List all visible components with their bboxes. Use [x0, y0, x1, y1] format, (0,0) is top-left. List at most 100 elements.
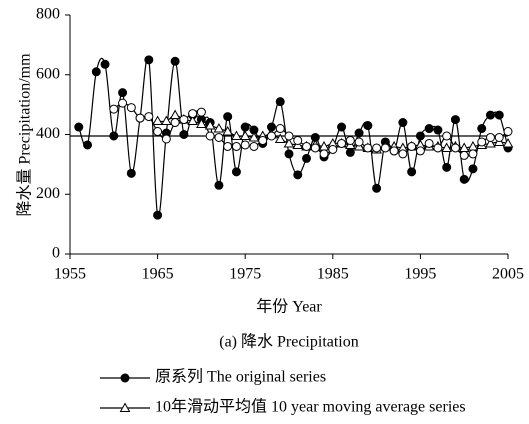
- marker: [459, 174, 469, 184]
- marker: [398, 149, 408, 159]
- marker: [477, 124, 487, 134]
- x-tick-label: 1965: [142, 266, 174, 283]
- marker: [231, 141, 241, 151]
- marker: [118, 98, 128, 108]
- marker: [468, 149, 478, 159]
- marker: [485, 137, 496, 148]
- marker: [188, 109, 198, 119]
- marker: [319, 149, 329, 159]
- x-tick-label: 1995: [404, 266, 436, 283]
- marker: [302, 141, 312, 151]
- marker: [345, 135, 355, 145]
- marker: [485, 110, 495, 120]
- marker: [363, 143, 373, 153]
- legend-label: 10年滑动平均值 10 year moving average series: [155, 398, 466, 416]
- marker: [363, 121, 373, 131]
- marker: [398, 118, 408, 128]
- marker: [83, 140, 93, 150]
- marker: [239, 130, 251, 140]
- marker: [275, 124, 285, 134]
- marker: [494, 132, 504, 142]
- caption: (a) 降水 Precipitation: [219, 333, 359, 351]
- marker: [424, 138, 434, 148]
- marker: [100, 59, 110, 69]
- marker: [442, 162, 452, 172]
- marker: [152, 115, 163, 126]
- marker: [153, 127, 163, 137]
- marker: [223, 112, 233, 122]
- marker: [179, 130, 189, 139]
- marker: [503, 127, 513, 137]
- marker: [161, 134, 171, 144]
- marker: [91, 67, 101, 77]
- marker: [477, 137, 487, 147]
- y-tick-label: 800: [36, 6, 60, 23]
- marker: [389, 146, 399, 156]
- marker: [161, 115, 172, 126]
- marker: [459, 150, 469, 160]
- marker: [433, 125, 443, 135]
- marker: [372, 143, 382, 153]
- marker: [337, 122, 347, 132]
- marker: [407, 167, 417, 177]
- marker: [354, 137, 364, 147]
- marker: [144, 112, 154, 122]
- marker: [214, 180, 224, 190]
- marker: [169, 109, 181, 120]
- x-tick-label: 1985: [317, 266, 349, 283]
- marker: [231, 130, 242, 140]
- y-tick-label: 200: [36, 185, 60, 202]
- x-tick-label: 1955: [54, 266, 86, 283]
- marker: [118, 88, 128, 98]
- marker: [196, 118, 207, 129]
- marker: [415, 131, 425, 141]
- marker: [240, 140, 250, 150]
- x-tick-label: 1975: [229, 266, 261, 283]
- marker: [293, 170, 303, 180]
- marker: [248, 131, 260, 142]
- marker: [223, 141, 233, 151]
- marker: [310, 143, 320, 153]
- marker: [284, 149, 294, 159]
- x-axis-label: 年份 Year: [256, 298, 322, 316]
- marker: [126, 168, 136, 178]
- marker: [249, 141, 259, 151]
- marker: [274, 133, 286, 143]
- marker: [109, 104, 119, 114]
- marker: [293, 135, 303, 145]
- marker: [153, 210, 163, 220]
- marker: [450, 143, 460, 153]
- marker: [354, 128, 364, 138]
- legend-marker: [120, 373, 130, 383]
- marker: [302, 153, 312, 163]
- marker: [214, 132, 224, 142]
- marker: [205, 131, 215, 141]
- legend-marker: [119, 402, 131, 412]
- marker: [494, 110, 504, 120]
- marker: [231, 167, 241, 177]
- marker: [126, 103, 136, 113]
- marker: [433, 143, 443, 153]
- marker: [135, 113, 145, 123]
- marker: [109, 131, 119, 141]
- marker: [415, 146, 425, 156]
- marker: [328, 144, 338, 154]
- marker: [337, 138, 347, 148]
- marker: [284, 131, 294, 141]
- marker: [170, 118, 180, 128]
- marker: [266, 131, 276, 141]
- marker: [380, 143, 390, 153]
- marker: [441, 142, 453, 152]
- y-tick-label: 0: [52, 245, 60, 262]
- marker: [196, 107, 206, 117]
- marker: [345, 147, 355, 157]
- marker: [222, 125, 234, 136]
- marker: [502, 137, 514, 148]
- marker: [144, 55, 154, 65]
- marker: [240, 122, 250, 132]
- marker: [74, 122, 84, 132]
- marker: [450, 115, 460, 125]
- marker: [204, 120, 216, 130]
